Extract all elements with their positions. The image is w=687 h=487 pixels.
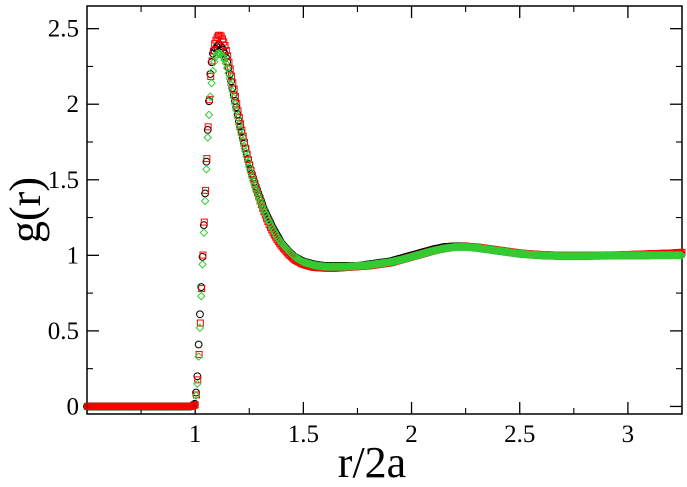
data-point: [199, 251, 207, 259]
data-point: [242, 152, 251, 162]
y-tick-label: 1: [67, 242, 80, 269]
x-tick-label: 3: [622, 421, 635, 448]
data-point: [195, 323, 205, 333]
data-point: [204, 123, 212, 131]
data-point: [200, 196, 210, 206]
data-point: [202, 164, 211, 174]
data-point: [259, 205, 268, 214]
data-point: [221, 59, 231, 68]
x-tick-label: 1: [189, 421, 202, 448]
data-point: [207, 78, 216, 88]
data-point: [247, 172, 257, 181]
data-point: [233, 113, 242, 122]
data-point: [199, 228, 209, 237]
data-point: [428, 246, 437, 256]
data-point: [191, 391, 201, 400]
data-point: [426, 247, 436, 256]
data-point: [219, 53, 228, 62]
data-point: [231, 105, 241, 115]
data-point: [196, 291, 206, 301]
data-point: [191, 401, 199, 409]
y-tick-label: 2.5: [48, 16, 79, 43]
y-tick-label: 0.5: [48, 318, 79, 345]
data-point: [261, 210, 271, 220]
data-point: [194, 352, 203, 361]
data-point: [202, 186, 210, 194]
data-point: [391, 256, 401, 266]
data-point: [194, 376, 202, 384]
axis-tick-labels: 1 1.5 2 2.5 3 0 0.5 1 1.5 2 2.5: [48, 16, 634, 448]
y-tick-label: 0: [67, 393, 80, 420]
series-square: [83, 31, 686, 410]
data-point: [222, 63, 232, 73]
data-point: [213, 49, 223, 58]
data-point: [208, 66, 218, 76]
data-point: [195, 350, 203, 358]
data-point: [200, 218, 208, 226]
data-point: [257, 201, 267, 211]
data-point: [220, 38, 228, 46]
data-point: [674, 251, 684, 260]
data-point: [211, 40, 219, 48]
data-point: [255, 195, 264, 205]
data-point: [256, 198, 266, 208]
series-diamond: [191, 48, 686, 400]
data-point: [220, 55, 229, 65]
y-axis-title: g(r): [1, 177, 50, 243]
data-point: [394, 256, 403, 265]
data-point: [250, 180, 259, 190]
data-point: [203, 155, 211, 163]
y-tick-label: 2: [67, 91, 80, 118]
data-point: [392, 256, 402, 265]
series-circle: [83, 40, 686, 411]
data-point: [244, 162, 254, 172]
data-point: [264, 216, 274, 225]
y-tick-label: 1.5: [48, 167, 79, 194]
axis-ticks: [87, 6, 683, 414]
data-point: [677, 251, 686, 260]
data-point: [198, 285, 206, 293]
data-point: [205, 96, 213, 104]
data-point: [252, 188, 262, 197]
data-point: [204, 110, 214, 120]
data-point: [198, 260, 207, 269]
data-point: [246, 167, 255, 177]
data-point: [221, 42, 229, 50]
plot-frame: [86, 5, 683, 415]
data-point: [196, 319, 204, 327]
data-point: [196, 310, 204, 319]
data-point: [675, 251, 685, 260]
data-point: [254, 191, 263, 201]
data-point: [673, 251, 682, 260]
data-point: [222, 46, 230, 54]
data-point: [232, 103, 241, 112]
data-point: [248, 176, 258, 185]
data-point: [260, 208, 270, 217]
x-axis-title: r/2a: [338, 438, 406, 487]
x-tick-label: 2: [405, 421, 418, 448]
data-point: [193, 379, 202, 389]
data-marks: [83, 31, 686, 411]
data-point: [207, 72, 215, 80]
data-point: [251, 184, 261, 194]
data-point: [243, 157, 253, 167]
data-point: [203, 133, 213, 142]
x-tick-label: 2.5: [504, 421, 535, 448]
data-point: [206, 92, 215, 101]
data-point: [263, 213, 272, 223]
data-point: [209, 57, 219, 67]
data-point: [265, 218, 275, 228]
x-tick-label: 1.5: [288, 421, 319, 448]
data-point: [194, 340, 203, 349]
